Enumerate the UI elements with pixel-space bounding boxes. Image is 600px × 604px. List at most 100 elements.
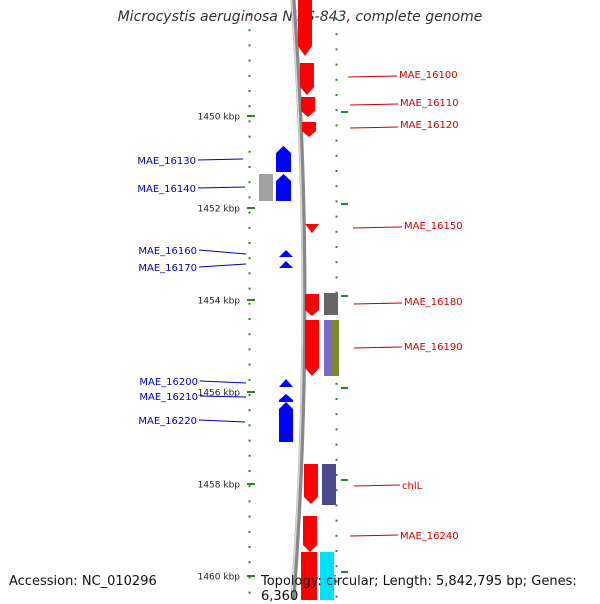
outer-tick-mark (335, 398, 338, 400)
outer-tick-mark (335, 474, 338, 476)
outer-tick-mark (335, 504, 338, 507)
inner-tick-mark (248, 74, 251, 77)
reverse-gene-label: MAE_16210 (139, 392, 198, 403)
outer-tick-mark (335, 428, 338, 431)
inner-tick-mark (248, 166, 251, 168)
inner-tick-mark (248, 196, 251, 199)
inner-tick-mark (248, 135, 251, 138)
feature-block-olive (332, 320, 339, 376)
inner-tick-mark (248, 454, 251, 457)
inner-tick-mark (248, 59, 251, 62)
inner-tick-mark (248, 120, 251, 123)
feature-block-cyan (320, 552, 334, 600)
forward-gene-label: MAE_16240 (400, 531, 459, 542)
reverse-gene-arrow (279, 402, 293, 442)
outer-tick-mark (335, 489, 338, 492)
outer-tick-mark (335, 458, 338, 461)
inner-tick-mark (248, 211, 251, 214)
reverse-label-leader (198, 419, 246, 423)
inner-tick-mark (248, 424, 251, 427)
forward-label-leader (353, 302, 403, 305)
outer-tick-mark (335, 18, 338, 20)
forward-gene-label: MAE_16120 (400, 120, 459, 131)
inner-tick-mark (248, 272, 251, 275)
forward-gene-arrow (302, 122, 316, 137)
reverse-gene-arrow (279, 394, 293, 402)
outer-tick-mark (335, 413, 338, 416)
inner-tick-mark (248, 14, 251, 16)
inner-tick-mark (248, 302, 251, 305)
inner-tick-mark (248, 90, 251, 92)
scale-label: 1458 kbp (198, 481, 241, 491)
gene-features (259, 0, 339, 600)
inner-tick-mark (248, 257, 251, 260)
inner-tick-mark (248, 515, 251, 518)
outer-tick-mark (335, 519, 338, 522)
feature-block-navy (322, 464, 336, 505)
outer-tick-mark (335, 33, 338, 36)
forward-gene-label: MAE_16110 (400, 98, 459, 109)
outer-tick-mark (335, 139, 338, 142)
reverse-label-leader (199, 380, 247, 384)
outer-tick-mark (335, 154, 338, 157)
inner-tick-mark (248, 546, 251, 548)
inner-tick-mark (248, 591, 251, 594)
reverse-gene-label: MAE_16130 (137, 156, 196, 167)
reverse-label-leader (198, 263, 247, 268)
feature-block-purple (324, 320, 332, 376)
label-leaders: MAE_16100 MAE_16110 MAE_16120 MAE_16150 MAE_… (137, 70, 462, 542)
forward-gene-arrow (305, 320, 319, 376)
forward-label-leader (349, 534, 399, 537)
outer-tick-mark (335, 78, 338, 81)
inner-tick-mark (248, 29, 251, 32)
reverse-gene-arrow (279, 250, 293, 257)
outer-tick-mark (335, 185, 338, 188)
forward-gene-arrow (305, 224, 319, 233)
forward-gene-arrow (298, 0, 312, 56)
forward-gene-label: MAE_16100 (399, 70, 458, 81)
inner-tick-mark (248, 394, 251, 396)
reverse-label-leader (197, 186, 246, 189)
reverse-label-leader (197, 158, 244, 161)
inner-tick-mark (248, 409, 251, 412)
inner-tick-mark (248, 348, 251, 351)
feature-block-lightgray (259, 174, 273, 201)
inner-tick-mark (248, 439, 251, 442)
reverse-gene-arrow (276, 146, 291, 172)
inner-tick-mark (248, 363, 251, 366)
outer-tick-mark (335, 276, 338, 279)
scale-label: 1456 kbp (198, 389, 241, 399)
inner-tick-mark (248, 105, 251, 108)
outer-tick-mark (335, 580, 338, 583)
scale-label: 1460 kbp (198, 573, 241, 583)
backbone-line (290, 0, 307, 600)
outer-tick-mark (335, 124, 338, 127)
reverse-gene-label: MAE_16200 (139, 377, 198, 388)
accession-text: Accession: NC_010296 (9, 574, 157, 589)
reverse-label-leader (198, 249, 247, 255)
forward-label-leader (353, 346, 403, 349)
outer-tick-mark (335, 63, 338, 66)
forward-gene-arrow (305, 294, 319, 316)
outer-tick-mark (335, 94, 338, 96)
forward-gene-label: MAE_16150 (404, 221, 463, 232)
forward-gene-arrow (301, 552, 317, 600)
forward-label-leader (353, 484, 401, 487)
outer-tick-mark (335, 595, 338, 598)
inner-tick-mark (248, 150, 251, 153)
forward-label-leader (347, 75, 398, 78)
reverse-label-leader (199, 395, 247, 398)
scale-label: 1452 kbp (198, 205, 241, 215)
outer-tick-mark (335, 246, 338, 248)
inner-tick-mark (248, 530, 251, 533)
genome-backbone (290, 0, 307, 600)
inner-tick-mark (248, 44, 251, 47)
scale-label: 1454 kbp (198, 297, 241, 307)
feature-block-gray (324, 293, 338, 315)
scale-labels: 1450 kbp 1452 kbp 1454 kbp 1456 kbp 1458 kbp… (198, 111, 348, 583)
reverse-gene-label: MAE_16160 (138, 246, 197, 257)
reverse-gene-arrow (279, 379, 293, 387)
outer-tick-mark (335, 109, 338, 112)
outer-tick-mark (335, 534, 338, 537)
